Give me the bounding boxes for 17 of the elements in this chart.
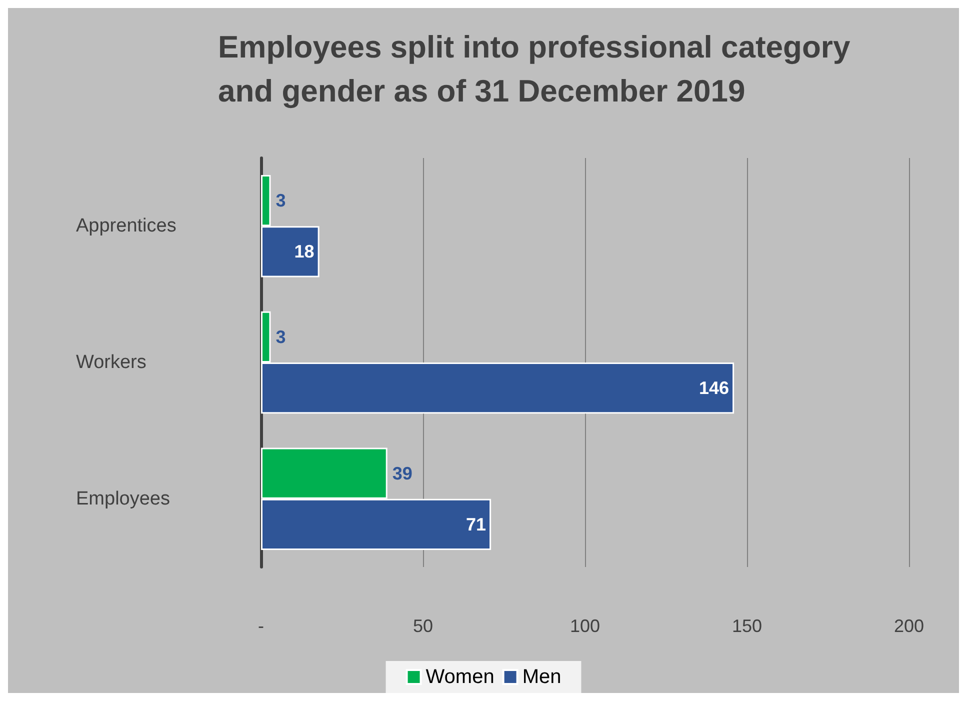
legend-label: Women <box>426 666 494 688</box>
data-label: 39 <box>392 463 412 484</box>
x-tick-label: - <box>258 616 264 636</box>
data-label: 18 <box>294 242 314 262</box>
x-tick-label: 100 <box>570 616 600 636</box>
x-tick-label: 150 <box>732 616 762 636</box>
chart-title: Employees split into professional category and gender as of 31 December 2019 <box>218 30 851 108</box>
x-tick-label: 50 <box>412 616 434 636</box>
data-label: 71 <box>466 514 486 534</box>
data-label: 146 <box>698 378 730 398</box>
y-tick-label: Apprentices <box>76 216 176 237</box>
y-tick-label: Employees <box>76 488 170 510</box>
y-tick-label: Workers <box>76 352 146 373</box>
data-label: 3 <box>276 326 286 347</box>
legend-label: Men <box>522 666 562 688</box>
data-label: 3 <box>276 190 286 211</box>
x-tick-label: 200 <box>894 616 924 636</box>
